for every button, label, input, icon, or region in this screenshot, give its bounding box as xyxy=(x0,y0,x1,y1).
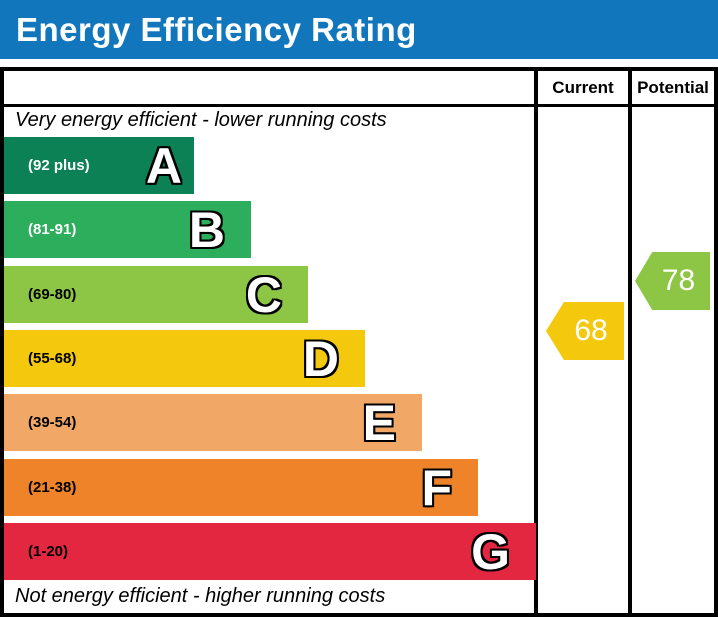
page-title: Energy Efficiency Rating xyxy=(16,10,417,48)
bottom-note: Not energy efficient - higher running co… xyxy=(15,585,386,607)
current-column-divider xyxy=(534,71,538,613)
current-column-header: Current xyxy=(552,77,614,97)
title-bar: Energy Efficiency Rating xyxy=(0,0,718,59)
band-a-letter: A xyxy=(145,137,184,194)
band-g-letter: G xyxy=(470,523,511,580)
potential-column-header: Potential xyxy=(637,77,709,97)
current-rating-arrow-icon: 68 xyxy=(546,302,624,360)
band-e-range: (39-54) xyxy=(28,414,77,431)
band-d-letter: D xyxy=(302,330,341,387)
band-d: (55-68) D xyxy=(4,330,365,387)
potential-rating-value: 78 xyxy=(661,264,696,297)
band-a: (92 plus) A xyxy=(4,137,194,194)
band-a-range: (92 plus) xyxy=(28,157,90,174)
energy-efficiency-rating-chart: Current Potential Very energy efficient … xyxy=(0,67,718,617)
band-g: (1-20) G xyxy=(4,523,536,580)
band-f-range: (21-38) xyxy=(28,479,77,496)
potential-column-divider xyxy=(628,71,632,613)
band-f: (21-38) F xyxy=(4,459,478,516)
potential-rating-arrow-icon: 78 xyxy=(635,252,710,310)
band-c: (69-80) C xyxy=(4,266,308,323)
band-b-letter: B xyxy=(188,201,227,258)
top-note: Very energy efficient - lower running co… xyxy=(15,109,387,131)
header-underline xyxy=(4,104,714,107)
band-b: (81-91) B xyxy=(4,201,251,258)
band-e-letter: E xyxy=(361,394,397,451)
band-f-letter: F xyxy=(420,459,453,516)
band-c-letter: C xyxy=(245,266,284,323)
current-rating-value: 68 xyxy=(574,314,608,347)
band-c-range: (69-80) xyxy=(28,286,77,303)
band-b-range: (81-91) xyxy=(28,221,77,238)
band-g-range: (1-20) xyxy=(28,543,69,560)
band-e: (39-54) E xyxy=(4,394,422,451)
band-d-range: (55-68) xyxy=(28,350,77,367)
